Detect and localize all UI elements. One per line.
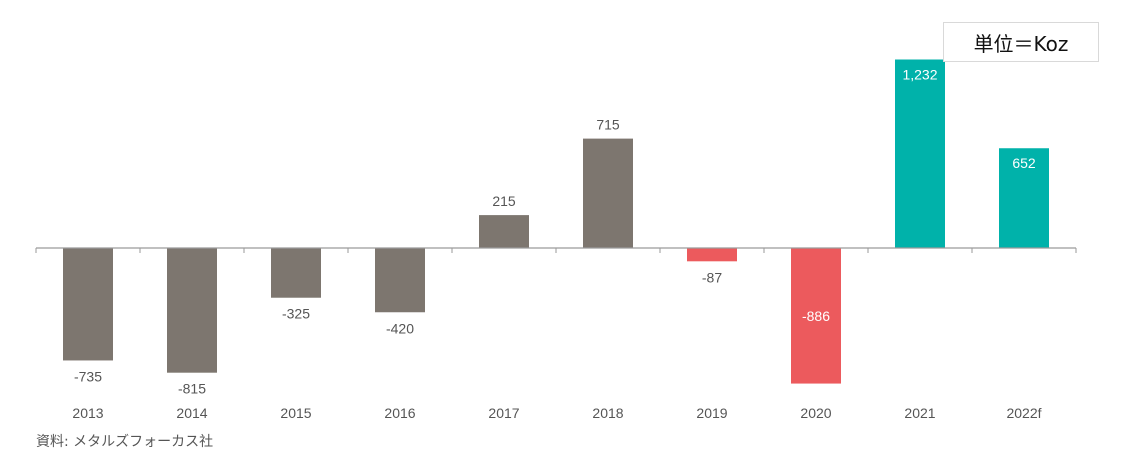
category-label-2016: 2016 <box>384 405 415 421</box>
bar-2016 <box>375 248 425 313</box>
bar-2022f <box>999 148 1049 248</box>
data-label-2019: -87 <box>702 269 722 285</box>
bar-2020 <box>791 248 841 384</box>
category-label-2017: 2017 <box>488 405 519 421</box>
source-note: 資料: メタルズフォーカス社 <box>36 434 214 450</box>
category-label-2018: 2018 <box>592 405 623 421</box>
bar-2015 <box>271 248 321 298</box>
category-label-2019: 2019 <box>696 405 727 421</box>
data-label-2014: -815 <box>178 381 206 397</box>
data-label-2020: -886 <box>802 308 830 324</box>
bar-2017 <box>479 215 529 248</box>
data-label-2015: -325 <box>282 306 310 322</box>
data-label-2022f: 652 <box>1012 155 1036 171</box>
category-label-2014: 2014 <box>176 405 207 421</box>
bar-2018 <box>583 138 633 248</box>
data-label-2021: 1,232 <box>902 67 937 83</box>
category-label-2021: 2021 <box>904 405 935 421</box>
bar-2021 <box>895 59 945 249</box>
category-label-2022f: 2022f <box>1006 405 1041 421</box>
category-label-2013: 2013 <box>72 405 103 421</box>
category-label-2020: 2020 <box>800 405 831 421</box>
bar-2019 <box>687 248 737 262</box>
data-label-2016: -420 <box>386 320 414 336</box>
bar-2013 <box>63 248 113 361</box>
data-label-2013: -735 <box>74 368 102 384</box>
category-label-2015: 2015 <box>280 405 311 421</box>
bar-2014 <box>167 248 217 373</box>
data-label-2017: 215 <box>492 193 516 209</box>
data-label-2018: 715 <box>596 117 620 133</box>
unit-label: 単位＝Koz <box>943 22 1099 62</box>
